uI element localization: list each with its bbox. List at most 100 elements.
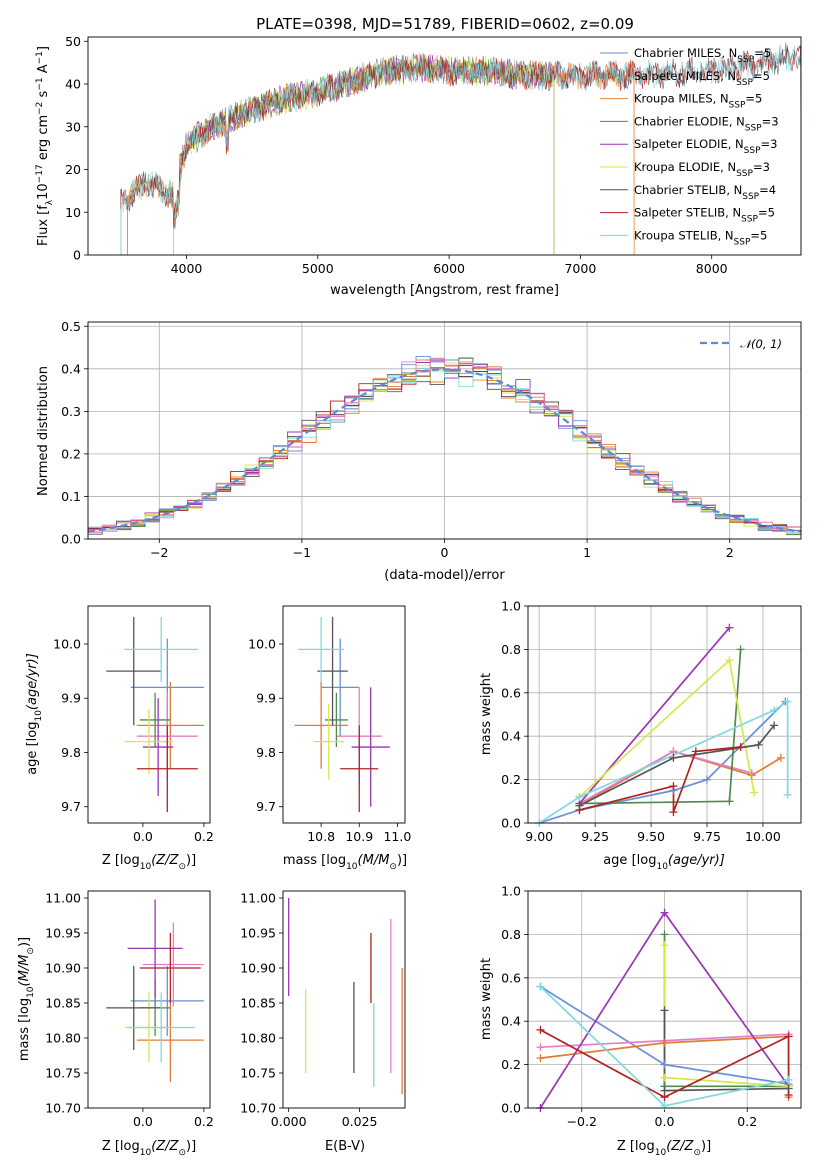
x-tick-label: 2	[726, 545, 734, 560]
x-tick-label: 1	[583, 545, 591, 560]
y-tick-label: 0.4	[501, 729, 521, 744]
weight-series-line	[578, 658, 755, 798]
y-tick-label: 20	[65, 162, 81, 177]
x-axis-label-age_vs_Z-part: 10	[140, 862, 152, 872]
weight-point-marker	[703, 775, 712, 784]
legend-label-part: SSP	[741, 215, 758, 225]
y-tick-label: 0.4	[61, 361, 81, 376]
y-tick-label: 10.70	[45, 1101, 81, 1116]
legend-label-part: =5	[753, 69, 770, 83]
axes-weight_vs_age: 9.00 9.25 9.50 9.75 10.00 0.0 0.2 0.4 0.6 0.8 1.0	[501, 599, 802, 844]
y-tick-label: 10.0	[53, 636, 81, 651]
y-axis-label-weight-Z: mass weight	[479, 958, 494, 1040]
y-tick-label: 30	[65, 119, 81, 134]
weight-point-marker	[776, 753, 785, 762]
weight-point-marker	[660, 1038, 669, 1047]
weight-point-marker	[784, 1075, 793, 1084]
spectrum-y-label: Flux [fλ10−17 erg cm−2 s−1 A−1]	[35, 46, 55, 246]
legend-label-part: Kroupa MILES, N	[634, 92, 729, 106]
legend-label: Chabrier ELODIE, NSSP=3	[634, 114, 779, 133]
axes-frame	[87, 36, 802, 256]
x-axis-label-age_vs_mass-part: )]	[397, 853, 407, 868]
legend-label-part: =5	[745, 92, 762, 106]
y-tick-label: 0.0	[501, 816, 521, 831]
x-tick-label: 9.75	[693, 829, 721, 844]
normal-distribution-curve	[88, 368, 801, 533]
legend-label-part: Kroupa STELIB, N	[634, 228, 734, 242]
weight-point-marker	[783, 790, 792, 799]
x-tick-label: 8000	[696, 261, 728, 276]
x-axis-label-mass_vs_Z-part: 10	[140, 1148, 152, 1158]
x-axis-label-age_vs_Z: Z [log10(Z/Z⊙)]	[102, 853, 196, 872]
normal-legend-label: 𝒩(0, 1)	[740, 337, 782, 351]
x-axis-label-age_vs_mass-part: 10	[346, 862, 358, 872]
weight-point-marker	[770, 706, 779, 715]
legend-label-part: =4	[759, 183, 776, 197]
y-axis-label-mass_vs_Z-part: ⊙	[26, 947, 36, 955]
y-axis-label-age_vs_Z-part: 10	[34, 710, 44, 722]
y-axis-label-weight-age: mass weight	[479, 673, 494, 755]
y-tick-label: 0.2	[501, 1057, 521, 1072]
y-tick-label: 10.80	[45, 1031, 81, 1046]
plot-area-residuals	[88, 356, 801, 539]
weight-point-marker	[669, 753, 678, 762]
y-tick-label: 40	[65, 77, 81, 92]
y-tick-label: 10.80	[240, 1031, 276, 1046]
weight-point-marker	[736, 645, 745, 654]
residual-x-label: (data-model)/error	[384, 568, 505, 583]
spectrum-y-label-part: A	[36, 64, 51, 77]
x-tick-label: 0.0	[133, 829, 153, 844]
weight-point-marker	[660, 908, 669, 917]
axes-frame	[87, 321, 802, 540]
legend-label: Chabrier MILES, NSSP=5	[634, 46, 771, 65]
y-axis-label-mass_vs_Z-part: )]	[17, 937, 32, 947]
legend-label: Kroupa MILES, NSSP=5	[634, 92, 762, 111]
weight-point-marker	[536, 982, 545, 991]
x-tick-label: 5000	[302, 261, 334, 276]
weight-point-marker	[725, 797, 734, 806]
legend-label-part: Salpeter ELODIE, N	[634, 137, 744, 151]
spectrum-y-label-part: Flux [f	[36, 205, 51, 246]
weight-point-marker	[725, 656, 734, 665]
spectrum-y-label-part: λ	[45, 199, 55, 205]
y-tick-label: 10.85	[45, 996, 81, 1011]
weight-point-marker	[669, 782, 678, 791]
y-tick-label: 0.6	[501, 970, 521, 985]
y-tick-label: 1.0	[501, 884, 521, 899]
y-tick-label: 0.0	[61, 532, 81, 547]
y-tick-label: 10.85	[240, 996, 276, 1011]
x-axis-label-mass_vs_Z-part: ⊙	[178, 1148, 186, 1158]
y-tick-label: 0.2	[501, 772, 521, 787]
weight-point-marker	[783, 697, 792, 706]
x-tick-label: 4000	[171, 261, 203, 276]
x-tick-label: 10.9	[345, 829, 373, 844]
spectrum-y-label-part: s	[36, 90, 51, 101]
axes-frame	[527, 890, 802, 1109]
axes-frame	[282, 605, 406, 824]
weight-series-line	[663, 945, 789, 1088]
x-tick-label: 11.0	[383, 829, 411, 844]
axes-weight_vs_Z: −0.2 0.0 0.2 0.0 0.2 0.4 0.6 0.8 1.0	[501, 884, 802, 1129]
weight-point-marker	[691, 747, 700, 756]
weight-point-marker	[660, 1060, 669, 1069]
x-tick-label: 10.8	[307, 829, 335, 844]
x-axis-label-weight-age-part: (age/yr)]	[668, 853, 725, 868]
plot-area-mass_vs_EBV	[288, 898, 403, 1094]
axes-age_vs_Z: 0.0 0.2 9.7 9.8 9.9 10.0	[53, 605, 214, 844]
y-tick-label: 0.4	[501, 1014, 521, 1029]
y-tick-label: 10.95	[45, 926, 81, 941]
y-axis-label-age_vs_Z-part: (age/yr)]	[25, 653, 40, 710]
x-axis-label-age_vs_Z-part: Z [log	[102, 853, 140, 868]
x-axis-label-age_vs_mass: mass [log10(M/M⊙)]	[283, 853, 407, 872]
y-axis-label-mass_vs_Z-part: (M/M	[17, 955, 32, 987]
y-tick-label: 0.0	[501, 1101, 521, 1116]
y-tick-label: 9.9	[61, 691, 81, 706]
spectrum-legend: Chabrier MILES, NSSP=5 Salpeter MILES, NS…	[600, 46, 779, 247]
y-tick-label: 11.00	[240, 891, 276, 906]
legend-label-part: Kroupa ELODIE, N	[634, 160, 736, 174]
legend-label: Salpeter MILES, NSSP=5	[634, 69, 770, 88]
x-axis-label-weight-age: age [log10(age/yr)]	[603, 853, 725, 872]
y-tick-label: 50	[65, 34, 81, 49]
legend-label: Kroupa ELODIE, NSSP=3	[634, 160, 770, 179]
x-axis-label-weight_vs_Z-part: 10	[655, 1148, 667, 1158]
